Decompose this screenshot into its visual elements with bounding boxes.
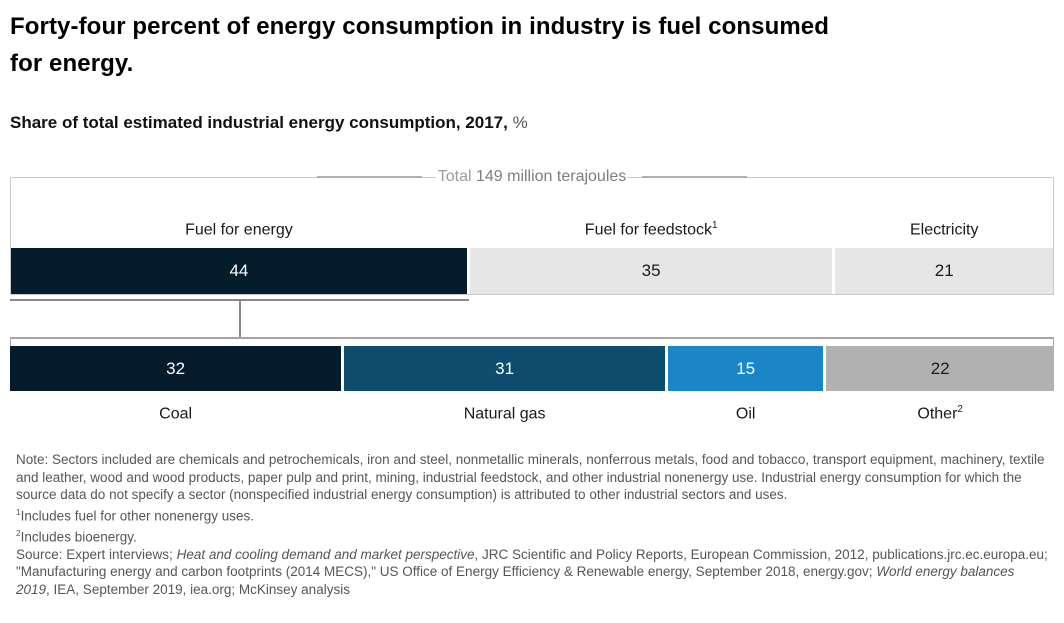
footnotes-block: Note: Sectors included are chemicals and… bbox=[16, 451, 1050, 598]
bar-segment-oil: 15 bbox=[668, 346, 824, 391]
footnote-1-marker: 1 bbox=[16, 506, 21, 517]
segment-label-text: Oil bbox=[735, 405, 756, 423]
source-text: Source: Expert interviews; bbox=[16, 546, 177, 562]
segment-label-text: Natural gas bbox=[463, 405, 546, 423]
note-text: Note: Sectors included are chemicals and… bbox=[16, 452, 1045, 503]
bar-segment-other: 22 bbox=[826, 346, 1054, 391]
chart-subtitle-text: Share of total estimated industrial ener… bbox=[10, 113, 508, 132]
total-banner-text: Total 149 million terajoules bbox=[435, 168, 629, 186]
breakdown-bar-labels-row: Coal Natural gas Oil Other2 bbox=[10, 404, 1054, 423]
segment-label-text: Other bbox=[917, 405, 958, 423]
total-banner-dash-right bbox=[642, 176, 748, 178]
footnote-2: 2Includes bioenergy. bbox=[16, 525, 1050, 546]
segment-value: 35 bbox=[641, 261, 661, 280]
segment-label-text: Fuel for feedstock bbox=[584, 221, 712, 238]
segment-label-natural-gas: Natural gas bbox=[344, 404, 665, 423]
total-banner-prefix: Total bbox=[437, 168, 476, 185]
bar-segment-electricity: 21 bbox=[835, 248, 1053, 294]
source-line: Source: Expert interviews; Heat and cool… bbox=[16, 546, 1050, 599]
source-text: , JRC Scientific and Policy Reports, Eur… bbox=[16, 546, 1048, 580]
bar-segment-fuel-for-energy: 44 bbox=[11, 248, 467, 294]
total-stacked-bar: 44 35 21 bbox=[11, 248, 1053, 294]
top-bar-labels-row: Fuel for energy Fuel for feedstock1 Elec… bbox=[11, 178, 1053, 248]
segment-label-sup: 1 bbox=[711, 219, 718, 231]
total-banner-value: 149 million terajoules bbox=[475, 168, 627, 185]
footnote-1: 1Includes fuel for other nonenergy uses. bbox=[16, 504, 1050, 525]
segment-label-coal: Coal bbox=[10, 404, 341, 423]
footnote-1-text: Includes fuel for other nonenergy uses. bbox=[20, 508, 255, 524]
segment-label-text: Electricity bbox=[909, 221, 979, 238]
segment-value: 31 bbox=[495, 358, 515, 378]
segment-label-sup: 2 bbox=[957, 404, 963, 415]
total-banner-dash-left bbox=[316, 176, 422, 178]
total-banner: Total 149 million terajoules bbox=[11, 168, 1053, 186]
segment-value: 44 bbox=[229, 261, 249, 280]
bar-segment-coal: 32 bbox=[10, 346, 342, 391]
bar-segment-fuel-for-feedstock: 35 bbox=[469, 248, 833, 294]
page-title-line2: for energy. bbox=[10, 50, 134, 77]
chart-area: Total 149 million terajoules Fuel for en… bbox=[10, 168, 1054, 423]
footnote-2-marker: 2 bbox=[16, 527, 21, 538]
page-title-line1: Forty-four percent of energy consumption… bbox=[10, 13, 829, 40]
segment-value: 15 bbox=[736, 358, 756, 378]
source-publication-title: Heat and cooling demand and market persp… bbox=[176, 546, 475, 562]
chart-subtitle-unit: % bbox=[512, 113, 528, 132]
breakdown-stacked-bar: 32 31 15 22 bbox=[10, 346, 1054, 391]
segment-label-electricity: Electricity bbox=[835, 220, 1053, 239]
footnote-2-text: Includes bioenergy. bbox=[20, 529, 137, 545]
segment-label-oil: Oil bbox=[668, 404, 823, 423]
segment-value: 32 bbox=[166, 358, 186, 378]
segment-label-text: Coal bbox=[159, 405, 193, 423]
chart-subtitle: Share of total estimated industrial ener… bbox=[10, 113, 1064, 133]
source-publication-title: World energy balances 2019 bbox=[16, 564, 1015, 597]
page-title: Forty-four percent of energy consumption… bbox=[10, 8, 1064, 82]
connector-underline bbox=[10, 299, 470, 301]
total-bar-box: Total 149 million terajoules Fuel for en… bbox=[10, 168, 1054, 295]
segment-label-other: Other2 bbox=[826, 404, 1054, 423]
connector-vertical-line bbox=[238, 301, 241, 337]
segment-value: 21 bbox=[934, 261, 954, 280]
source-text: , IEA, September 2019, iea.org; McKinsey… bbox=[46, 581, 350, 597]
segment-label-fuel-for-energy: Fuel for energy bbox=[11, 220, 467, 239]
segment-label-text: Fuel for energy bbox=[185, 221, 293, 238]
bar-segment-natural-gas: 31 bbox=[344, 346, 666, 391]
breakdown-bracket bbox=[10, 337, 1054, 346]
segment-label-fuel-for-feedstock: Fuel for feedstock1 bbox=[470, 220, 833, 239]
segment-value: 22 bbox=[930, 358, 950, 378]
